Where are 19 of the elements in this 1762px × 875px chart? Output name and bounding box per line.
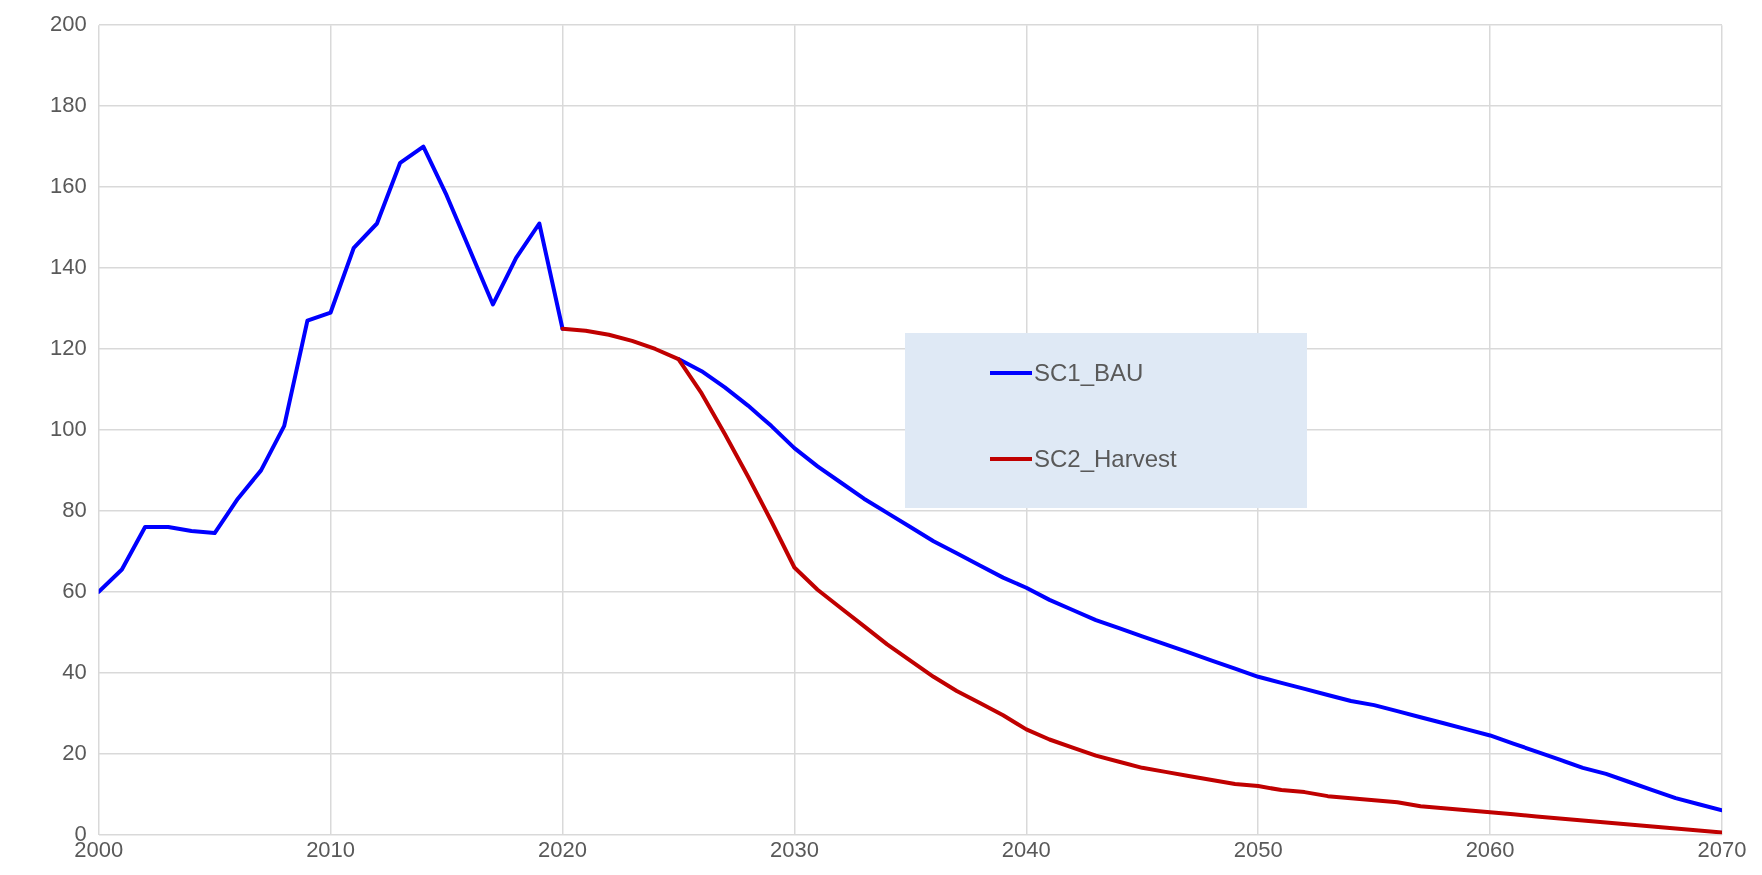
y-tick-label: 80 — [62, 496, 87, 522]
x-tick-label: 2030 — [769, 836, 819, 862]
x-tick-label: 2060 — [1465, 836, 1515, 862]
y-tick-label: 120 — [49, 335, 87, 361]
y-tick-label: 140 — [49, 254, 87, 280]
x-tick-label: 2010 — [306, 836, 356, 862]
y-tick-label: 40 — [62, 658, 87, 684]
x-tick-label: 2050 — [1233, 836, 1283, 862]
legend-label: SC1_BAU — [1034, 359, 1144, 387]
y-tick-label: 60 — [62, 577, 87, 603]
x-tick-label: 2040 — [1001, 836, 1051, 862]
y-tick-label: 100 — [49, 415, 87, 441]
y-tick-label: 20 — [62, 739, 87, 765]
legend-label: SC2_Harvest — [1034, 445, 1177, 473]
y-tick-label: 200 — [49, 11, 87, 37]
y-tick-label: 160 — [49, 173, 87, 199]
x-tick-label: 2020 — [538, 836, 587, 862]
x-tick-label: 2070 — [1697, 836, 1747, 862]
y-tick-label: 180 — [49, 92, 87, 118]
